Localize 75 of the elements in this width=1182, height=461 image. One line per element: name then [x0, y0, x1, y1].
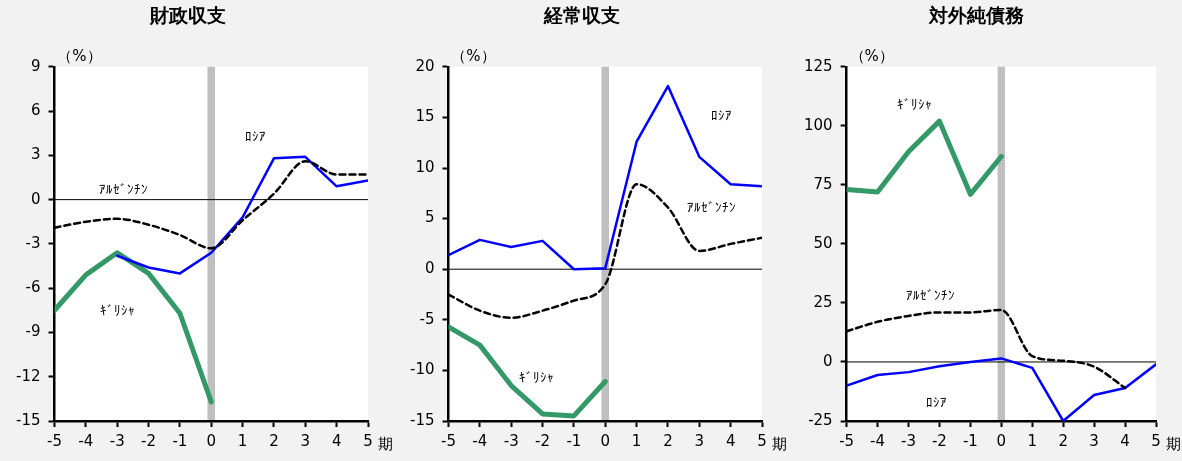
y-tick-label: 0 — [424, 259, 435, 278]
series-label: ﾛｼｱ — [710, 107, 732, 123]
x-tick-label: 4 — [1120, 431, 1130, 450]
series-label: ｷﾞﾘｼｬ — [518, 369, 554, 385]
y-tick-label: -9 — [25, 322, 41, 341]
series-label: ｱﾙｾﾞﾝﾁﾝ — [905, 288, 955, 304]
y-tick-label: 20 — [415, 56, 435, 75]
x-tick-label: 3 — [1089, 431, 1099, 450]
x-tick-label: -2 — [535, 431, 551, 450]
x-tick-label: 3 — [694, 431, 705, 450]
y-tick-label: -25 — [808, 410, 833, 429]
x-tick-label: -1 — [172, 431, 188, 450]
x-tick-label: -5 — [47, 431, 62, 450]
y-tick-label: 6 — [30, 100, 41, 119]
x-tick-label: 4 — [331, 431, 342, 450]
series-label: ｷﾞﾘｼｬ — [897, 97, 933, 113]
x-tick-label: 2 — [269, 431, 279, 450]
y-tick-label: -5 — [419, 309, 435, 328]
x-tick-label: -1 — [566, 431, 582, 450]
y-tick-label: 5 — [424, 208, 435, 227]
x-tick-label: -1 — [962, 431, 978, 450]
chart-title: 財政収支 — [149, 4, 226, 27]
y-axis-title: （%） — [451, 47, 496, 66]
y-axis-title: （%） — [57, 47, 102, 66]
series-label: ｱﾙｾﾞﾝﾁﾝ — [98, 182, 148, 198]
x-tick-label: 3 — [300, 431, 311, 450]
y-tick-label: 75 — [813, 174, 833, 193]
y-tick-label: -12 — [16, 366, 41, 385]
x-tick-label: 5 — [1151, 431, 1161, 450]
y-tick-label: 3 — [30, 145, 41, 164]
x-tick-label: 0 — [996, 431, 1007, 450]
text: ｷﾞﾘｼｬ — [99, 302, 135, 318]
x-axis-title: 期 — [1166, 434, 1181, 453]
y-tick-label: 25 — [813, 292, 833, 311]
x-tick-label: -3 — [503, 431, 519, 450]
x-tick-label: -4 — [870, 431, 886, 450]
x-tick-label: -2 — [931, 431, 947, 450]
x-tick-label: -3 — [901, 431, 916, 450]
x-tick-label: -5 — [441, 431, 456, 450]
x-tick-label: 1 — [1027, 431, 1038, 450]
y-tick-label: -15 — [16, 410, 41, 429]
x-tick-label: 4 — [725, 431, 736, 450]
x-tick-label: 5 — [363, 431, 373, 450]
x-tick-label: -2 — [141, 431, 157, 450]
x-axis-title: 期 — [378, 434, 393, 453]
y-tick-label: 100 — [803, 115, 833, 134]
x-tick-label: -4 — [472, 431, 488, 450]
y-tick-label: 10 — [415, 157, 435, 176]
x-tick-label: -3 — [109, 431, 125, 450]
x-tick-label: 1 — [631, 431, 642, 450]
y-axis-title: （%） — [849, 47, 894, 66]
x-tick-label: 0 — [206, 431, 217, 450]
y-tick-label: 9 — [30, 56, 41, 75]
x-tick-label: 2 — [663, 431, 673, 450]
y-tick-label: -15 — [410, 410, 435, 429]
x-tick-label: 0 — [600, 431, 611, 450]
y-tick-label: 50 — [813, 233, 833, 252]
chart-title: 経常収支 — [543, 4, 620, 27]
x-tick-label: 2 — [1058, 431, 1068, 450]
x-axis-title: 期 — [772, 434, 787, 453]
y-tick-label: -3 — [25, 233, 41, 252]
x-tick-label: -5 — [839, 431, 855, 450]
y-tick-label: -6 — [25, 278, 41, 297]
y-tick-label: 0 — [30, 189, 41, 208]
y-tick-label: 125 — [803, 56, 833, 75]
series-label: ｱﾙｾﾞﾝﾁﾝ — [687, 199, 737, 215]
y-tick-label: -10 — [410, 360, 435, 379]
chart-title: 対外純債務 — [927, 4, 1024, 27]
x-tick-label: 5 — [757, 431, 767, 450]
y-tick-label: 15 — [415, 107, 435, 126]
series-label: ﾛｼｱ — [244, 129, 266, 145]
series-label: ﾛｼｱ — [925, 394, 947, 410]
x-tick-label: -4 — [78, 431, 94, 450]
x-tick-label: 1 — [237, 431, 248, 450]
y-tick-label: 0 — [823, 351, 833, 370]
